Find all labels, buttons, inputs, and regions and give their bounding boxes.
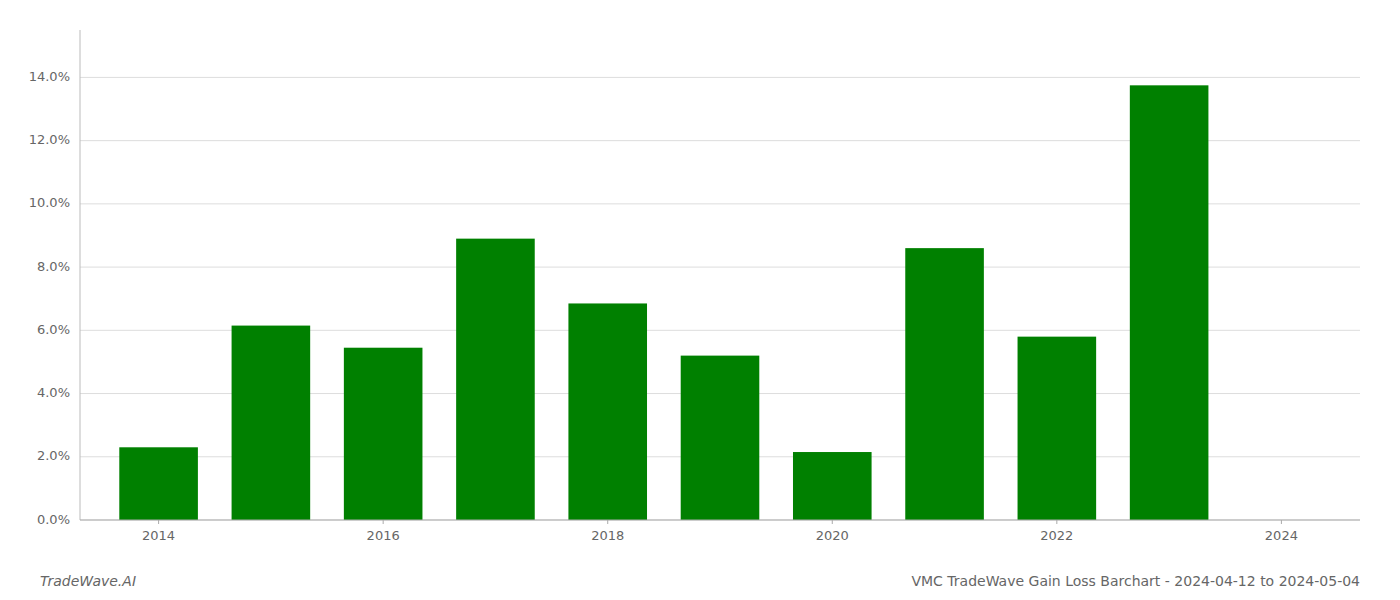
x-tick bbox=[158, 520, 159, 524]
bar bbox=[1018, 337, 1097, 520]
x-tick-label: 2022 bbox=[1040, 528, 1073, 543]
bar bbox=[905, 248, 984, 520]
bar bbox=[793, 452, 872, 520]
y-tick-label: 8.0% bbox=[37, 259, 70, 274]
x-tick bbox=[1056, 520, 1057, 524]
bar bbox=[344, 348, 423, 520]
x-axis: 2014 2016 2018 2020 2022 2024 bbox=[80, 520, 1360, 543]
chart-svg: 0.0%2.0%4.0%6.0%8.0%10.0%12.0%14.0%20142… bbox=[0, 0, 1400, 600]
bar bbox=[1130, 85, 1209, 520]
x-tick-label: 2016 bbox=[367, 528, 400, 543]
y-tick-label: 14.0% bbox=[29, 69, 70, 84]
x-tick-label: 2020 bbox=[816, 528, 849, 543]
y-tick-label: 4.0% bbox=[37, 385, 70, 400]
watermark: TradeWave.AI bbox=[40, 573, 136, 589]
bar bbox=[456, 239, 535, 520]
title: VMC TradeWave Gain Loss Barchart - 2024-… bbox=[911, 573, 1360, 589]
bar bbox=[681, 356, 760, 520]
y-axis: 0.0% 2.0% 4.0% 6.0% 8.0% 10.0% 12.0% 14.0% bbox=[29, 30, 80, 527]
y-tick-label: 12.0% bbox=[29, 132, 70, 147]
y-tick-label: 0.0% bbox=[37, 512, 70, 527]
y-axis-line bbox=[80, 30, 81, 520]
bar bbox=[568, 303, 647, 520]
chart-container: 0.0%2.0%4.0%6.0%8.0%10.0%12.0%14.0%20142… bbox=[0, 0, 1400, 600]
y-tick-label: 6.0% bbox=[37, 322, 70, 337]
bar bbox=[119, 447, 198, 520]
x-axis-line bbox=[80, 520, 1360, 521]
x-tick bbox=[832, 520, 833, 524]
bars bbox=[119, 85, 1208, 520]
grid-line bbox=[80, 77, 1360, 78]
x-tick bbox=[383, 520, 384, 524]
x-tick-label: 2018 bbox=[591, 528, 624, 543]
grid-line bbox=[80, 520, 1360, 521]
x-tick-label: 2014 bbox=[142, 528, 175, 543]
y-grid bbox=[80, 77, 1360, 520]
y-tick-label: 10.0% bbox=[29, 195, 70, 210]
x-tick bbox=[1281, 520, 1282, 524]
bar bbox=[232, 326, 311, 520]
x-tick bbox=[607, 520, 608, 524]
y-tick-label: 2.0% bbox=[37, 448, 70, 463]
x-tick-label: 2024 bbox=[1265, 528, 1298, 543]
